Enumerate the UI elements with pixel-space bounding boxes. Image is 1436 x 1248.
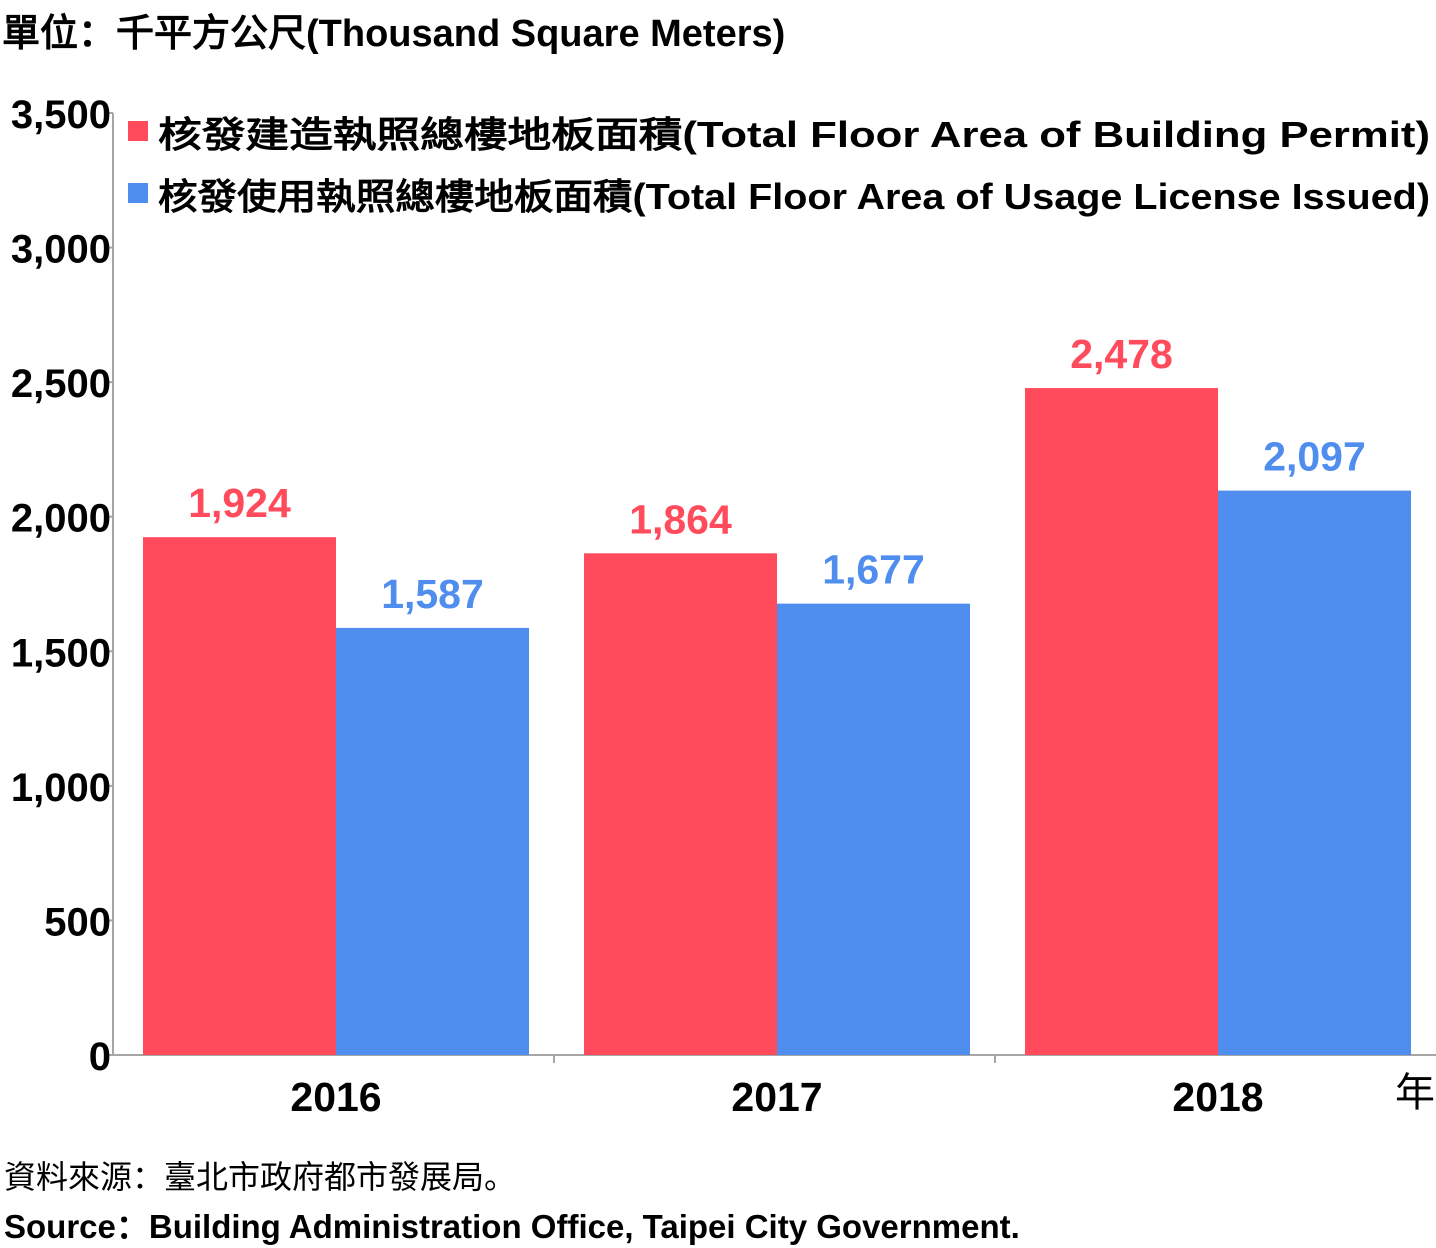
y-tick-label: 2,500 (11, 362, 111, 406)
legend-swatch (128, 183, 148, 203)
unit-label: 單位：千平方公尺(Thousand Square Meters) (2, 13, 786, 55)
y-tick-label: 0 (89, 1035, 111, 1079)
bar-chart: 0 500 1,000 1,500 2,000 2,500 3,000 3,500 2016 20… (11, 93, 1436, 1120)
bar (336, 627, 529, 1055)
bar (1025, 388, 1218, 1056)
axes: 0 500 1,000 1,500 2,000 2,500 3,000 3,500 2016 20… (11, 93, 1436, 1120)
data-label: 1,587 (381, 571, 484, 617)
bar (1218, 490, 1411, 1055)
x-tick-label: 2016 (290, 1074, 381, 1120)
x-tick-label: 2017 (731, 1074, 822, 1120)
y-tick-label: 2,000 (11, 497, 111, 541)
legend-swatch (128, 121, 148, 141)
legend-label: 核發使用執照總樓地板面積(Total Floor Area of Usage L… (158, 176, 1430, 217)
legend-label: 核發建造執照總樓地板面積(Total Floor Area of Buildin… (158, 114, 1430, 155)
bar (143, 537, 336, 1055)
y-tick-label: 3,500 (11, 93, 111, 137)
legend: 核發建造執照總樓地板面積(Total Floor Area of Buildin… (128, 114, 1430, 217)
y-tick-label: 1,500 (11, 631, 111, 675)
data-label: 2,478 (1070, 331, 1173, 377)
y-tick-label: 1,000 (11, 766, 111, 810)
source-note-zh: 資料來源：臺北市政府都市發展局。 (4, 1159, 517, 1195)
x-unit-label: 年 (1395, 1071, 1435, 1115)
data-label: 1,864 (629, 496, 732, 542)
source-note-en: Source：Building Administration Office, T… (4, 1208, 1020, 1245)
y-tick-label: 3,000 (11, 228, 111, 272)
bars: 1,924 1,587 1,864 1,677 2,478 2,097 (143, 331, 1411, 1056)
y-tick-label: 500 (44, 900, 111, 944)
bar (777, 603, 970, 1055)
bar (584, 553, 777, 1055)
x-tick-label: 2018 (1172, 1074, 1263, 1120)
data-label: 1,924 (188, 480, 291, 526)
data-label: 1,677 (822, 547, 925, 593)
data-label: 2,097 (1263, 434, 1366, 480)
